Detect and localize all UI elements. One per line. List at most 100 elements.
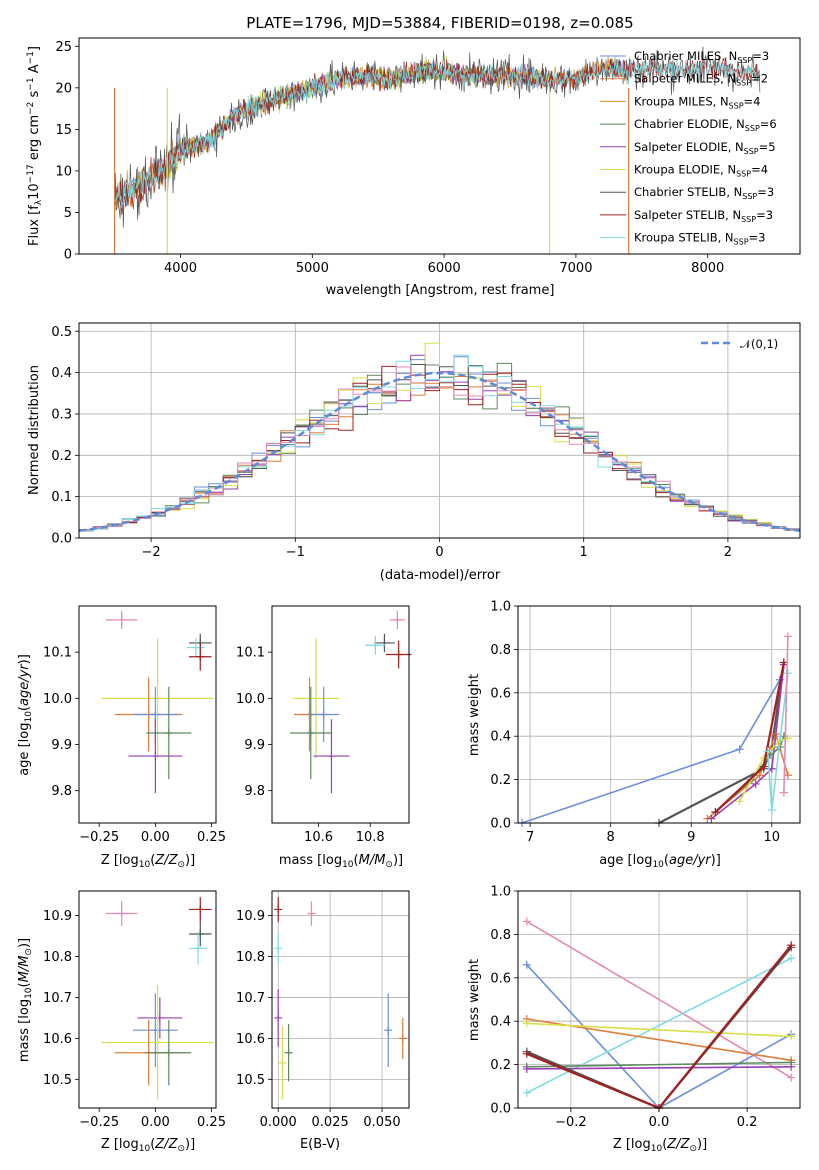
point-marker bbox=[117, 615, 126, 624]
weight-line-8 bbox=[783, 636, 789, 793]
y-tick-label: 0.1 bbox=[51, 490, 72, 505]
spectrum-panel: 4000 5000 6000 7000 8000 0 5 10 15 20 25 Chabrier M… bbox=[55, 37, 801, 276]
point-marker bbox=[196, 652, 205, 661]
y-tick-label: 0.5 bbox=[51, 325, 72, 340]
weight-marker bbox=[522, 1088, 531, 1097]
weight-marker bbox=[787, 1073, 796, 1082]
x-tick-label: 2 bbox=[724, 545, 732, 560]
weight-marker bbox=[783, 669, 792, 678]
y-tick-label: 0.2 bbox=[490, 1058, 511, 1073]
x-tick-label: 9 bbox=[687, 830, 695, 845]
weight-marker bbox=[755, 771, 764, 780]
weight-marker bbox=[759, 762, 768, 771]
weight-marker bbox=[522, 917, 531, 926]
x-tick-label: 10.6 bbox=[304, 830, 333, 845]
axes-frame bbox=[78, 605, 217, 824]
axes-frame bbox=[271, 605, 410, 824]
x-tick-label: −1 bbox=[286, 545, 305, 560]
weight-marker bbox=[779, 788, 788, 797]
weight-line-5 bbox=[526, 1061, 792, 1068]
x-tick-label: 0.025 bbox=[312, 1115, 349, 1130]
weight-marker bbox=[787, 954, 796, 963]
y-tick-label: 0.3 bbox=[51, 407, 72, 422]
mass-vs-ebv-panel: 0.000 0.025 0.050 10.5 10.6 10.7 10.8 10.9 bbox=[236, 890, 410, 1130]
point-marker bbox=[164, 1048, 173, 1057]
y-tick-label: 10.8 bbox=[236, 950, 265, 965]
age-vs-mass-panel: 10.6 10.8 9.8 9.9 10.0 10.1 bbox=[236, 605, 412, 845]
point-marker bbox=[284, 1048, 293, 1057]
spectrum-xlabel: wavelength [Angstrom, rest frame] bbox=[326, 283, 555, 298]
point-marker bbox=[278, 1058, 287, 1067]
weight-line-0 bbox=[526, 920, 792, 1079]
y-tick-label: 10.7 bbox=[43, 991, 72, 1006]
y-tick-label: 9.8 bbox=[244, 784, 265, 799]
axes-frame bbox=[271, 890, 410, 1109]
point-marker bbox=[151, 710, 160, 719]
x-tick-label: 1 bbox=[580, 545, 588, 560]
weight-marker bbox=[787, 1032, 796, 1041]
x-tick-label: 0 bbox=[435, 545, 443, 560]
x-tick-label: 0.050 bbox=[363, 1115, 400, 1130]
spectrum-line-8 bbox=[114, 54, 761, 209]
weight-marker bbox=[783, 632, 792, 641]
legend-entry: Kroupa ELODIE, NSSP=4 bbox=[634, 163, 768, 179]
axes-frame bbox=[78, 37, 801, 255]
y-tick-label: 0.8 bbox=[490, 928, 511, 943]
weight-marker bbox=[767, 805, 776, 814]
legend-entry: Chabrier STELIB, NSSP=3 bbox=[634, 185, 774, 201]
point-marker bbox=[393, 615, 402, 624]
weight-line-6 bbox=[526, 1066, 792, 1070]
mass-vs-z-panel: −0.25 0.00 0.25 10.5 10.6 10.7 10.8 10.9 bbox=[43, 890, 226, 1130]
x-tick-label: 5000 bbox=[296, 261, 329, 276]
x-tick-label: −0.25 bbox=[79, 1115, 119, 1130]
axes-frame bbox=[517, 605, 801, 824]
y-tick-label: 1.0 bbox=[490, 885, 511, 900]
weight-vs-age-ylabel: mass weight bbox=[467, 674, 482, 756]
y-tick-label: 1.0 bbox=[490, 600, 511, 615]
legend-entry: Salpeter MILES, NSSP=2 bbox=[634, 72, 768, 88]
y-tick-label: 10.0 bbox=[43, 692, 72, 707]
point-marker bbox=[319, 710, 328, 719]
y-tick-label: 0.4 bbox=[490, 730, 511, 745]
x-tick-label: 6000 bbox=[428, 261, 461, 276]
spectrum-ylabel: Flux [fλ10−17 erg cm−2 s−1 A−1] bbox=[26, 46, 44, 246]
x-tick-label: 0.2 bbox=[737, 1115, 758, 1130]
y-tick-label: 10.5 bbox=[43, 1073, 72, 1088]
y-tick-label: 10.9 bbox=[43, 909, 72, 924]
y-tick-label: 5 bbox=[64, 206, 72, 221]
point-marker bbox=[371, 641, 380, 650]
point-marker bbox=[394, 650, 403, 659]
weight-marker bbox=[735, 797, 744, 806]
x-tick-label: 7000 bbox=[559, 261, 592, 276]
y-tick-label: 0.0 bbox=[490, 1102, 511, 1117]
y-tick-label: 0.8 bbox=[490, 643, 511, 658]
weight-line-3 bbox=[710, 664, 785, 820]
point-marker bbox=[117, 909, 126, 918]
axes-frame bbox=[78, 890, 217, 1109]
x-tick-label: 10 bbox=[764, 830, 781, 845]
weight-marker bbox=[787, 1062, 796, 1071]
y-tick-label: 25 bbox=[55, 40, 72, 55]
x-tick-label: 0.25 bbox=[197, 1115, 226, 1130]
x-tick-label: 4000 bbox=[164, 261, 197, 276]
point-marker bbox=[196, 905, 205, 914]
y-tick-label: 0.4 bbox=[490, 1015, 511, 1030]
point-marker bbox=[274, 905, 283, 914]
y-tick-label: 15 bbox=[55, 123, 72, 138]
axes-frame bbox=[78, 322, 801, 539]
y-tick-label: 10.6 bbox=[236, 1032, 265, 1047]
point-marker bbox=[194, 944, 203, 953]
x-tick-label: 0.00 bbox=[141, 830, 170, 845]
x-tick-label: 0.00 bbox=[141, 1115, 170, 1130]
weight-marker bbox=[522, 1064, 531, 1073]
weight-vs-age-xlabel: age [log10(age/yr)] bbox=[599, 853, 721, 870]
weight-line-5 bbox=[738, 737, 789, 802]
y-tick-label: 10.8 bbox=[43, 950, 72, 965]
weight-marker bbox=[751, 779, 760, 788]
y-tick-label: 10.6 bbox=[43, 1032, 72, 1047]
weight-marker bbox=[522, 960, 531, 969]
point-marker bbox=[307, 909, 316, 918]
axes-frame bbox=[517, 890, 801, 1109]
weight-marker bbox=[522, 1049, 531, 1058]
residuals-ylabel: Normed distribution bbox=[27, 365, 42, 495]
